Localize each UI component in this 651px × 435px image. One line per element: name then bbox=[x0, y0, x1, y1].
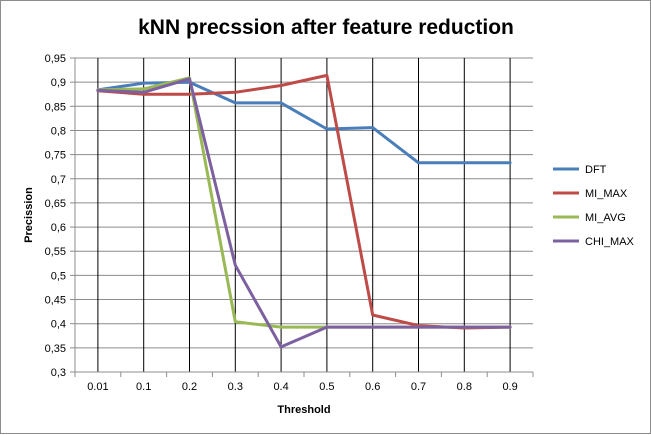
legend-label: DFT bbox=[585, 164, 607, 176]
legend-label: CHI_MAX bbox=[585, 236, 635, 248]
x-tick-label: 0.1 bbox=[136, 381, 151, 393]
legend-label: MI_MAX bbox=[585, 188, 628, 200]
y-tick-label: 0,3 bbox=[51, 367, 66, 379]
x-tick-label: 0.01 bbox=[87, 381, 108, 393]
axes bbox=[74, 58, 533, 373]
y-tick-label: 0,8 bbox=[51, 125, 66, 137]
x-tick-label: 0.7 bbox=[411, 381, 426, 393]
x-axis-title: Threshold bbox=[277, 404, 330, 416]
series-line-chi-max bbox=[96, 77, 512, 349]
chart-title: kNN precssion after feature reduction bbox=[138, 16, 514, 39]
x-tick-label: 0.3 bbox=[228, 381, 243, 393]
y-tick-label: 0,75 bbox=[45, 150, 66, 162]
y-tick-labels: 0,3 0,35 0,4 0,45 0,5 0,55 0,6 0,65 0,7 0,75 0,8 0,… bbox=[45, 53, 66, 379]
x-tick-labels: 0.01 0.1 0.2 0.3 0.4 0.5 0.6 0.7 0.8 0.9 bbox=[87, 381, 518, 393]
legend-label: MI_AVG bbox=[585, 212, 626, 224]
x-tick-label: 0.6 bbox=[365, 381, 380, 393]
y-tick-label: 0,5 bbox=[51, 270, 66, 282]
y-tick-label: 0,7 bbox=[51, 174, 66, 186]
y-axis-title: Precission bbox=[23, 187, 35, 243]
x-tick-label: 0.2 bbox=[182, 381, 197, 393]
y-tick-label: 0,45 bbox=[45, 295, 66, 307]
y-tick-label: 0,65 bbox=[45, 198, 66, 210]
x-tick-label: 0.9 bbox=[502, 381, 517, 393]
y-tick-label: 0,35 bbox=[45, 343, 66, 355]
x-tick-label: 0.4 bbox=[273, 381, 288, 393]
y-tick-label: 0,6 bbox=[51, 222, 66, 234]
x-tick-label: 0.5 bbox=[319, 381, 334, 393]
y-tick-label: 0,95 bbox=[45, 53, 66, 65]
horizontal-gridlines bbox=[70, 57, 533, 373]
y-tick-label: 0,4 bbox=[51, 319, 66, 331]
legend: DFT MI_MAX MI_AVG CHI_MAX bbox=[553, 164, 635, 248]
y-tick-label: 0,55 bbox=[45, 246, 66, 258]
series-lines bbox=[96, 73, 512, 349]
x-tick-label: 0.8 bbox=[457, 381, 472, 393]
y-tick-label: 0,85 bbox=[45, 101, 66, 113]
y-tick-label: 0,9 bbox=[51, 77, 66, 89]
plot-area bbox=[75, 58, 533, 372]
